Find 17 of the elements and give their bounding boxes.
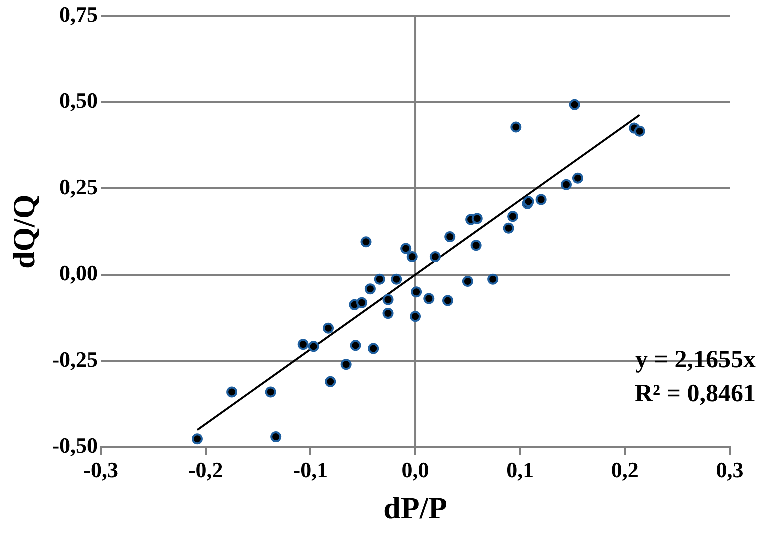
y-tick-label: -0,25 xyxy=(52,346,98,372)
x-tick-label: 0,2 xyxy=(611,457,639,482)
y-axis-title: dQ/Q xyxy=(6,194,42,269)
annotation: R² = 0,8461 xyxy=(634,380,756,408)
x-tick-label: 0,1 xyxy=(506,457,534,482)
x-axis-title: dP/P xyxy=(384,490,448,526)
x-tick-label: 0,3 xyxy=(716,457,744,482)
y-tick-label: 0,50 xyxy=(60,88,98,114)
x-tick-label: -0,3 xyxy=(84,457,118,482)
annotation: y = 2,1655x xyxy=(636,346,756,374)
y-tick-label: -0,50 xyxy=(52,433,98,458)
y-tick-label: 0,75 xyxy=(60,2,98,27)
x-tick-label: 0,0 xyxy=(402,457,430,482)
y-tick-label: 0,25 xyxy=(60,174,98,200)
x-tick-label: -0,2 xyxy=(188,457,224,482)
x-tick-label: -0,1 xyxy=(293,457,328,482)
y-tick-label: 0,00 xyxy=(60,260,98,286)
